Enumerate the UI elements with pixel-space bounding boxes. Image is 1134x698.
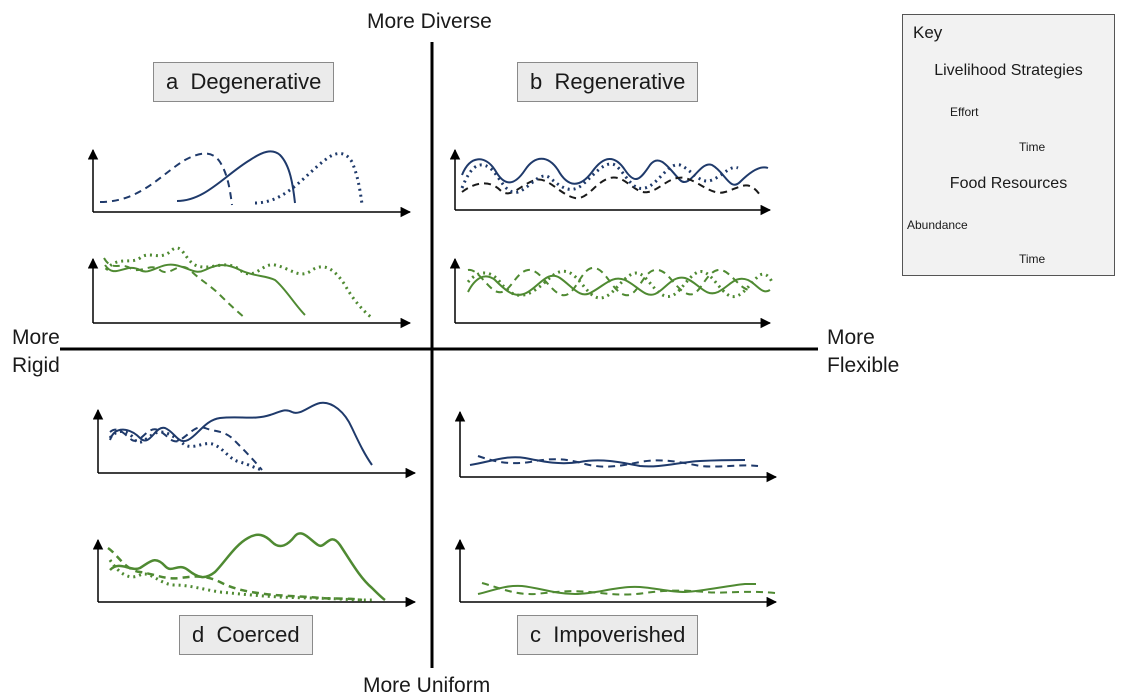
quadrant-name: Degenerative bbox=[190, 69, 322, 94]
livelihood-dashed-line bbox=[477, 455, 759, 468]
axis-label-left-line2: Rigid bbox=[12, 354, 60, 377]
livelihood-dashed-line bbox=[461, 176, 761, 200]
quadrant-label-impoverished: c Impoverished bbox=[517, 615, 699, 655]
panel-a-food bbox=[87, 246, 412, 329]
food-dotted-line bbox=[466, 269, 774, 300]
food-dashed-line bbox=[481, 582, 776, 596]
livelihood-dashed-line bbox=[99, 152, 233, 206]
food-solid-line bbox=[104, 263, 306, 316]
livelihood-dotted-line bbox=[254, 152, 364, 205]
key-livelihood-heading: Livelihood Strategies bbox=[934, 62, 1083, 79]
food-solid-line bbox=[477, 583, 756, 596]
panel-d-livelihood bbox=[92, 401, 417, 479]
food-dotted-line bbox=[104, 246, 373, 320]
livelihood-dotted-line bbox=[108, 430, 263, 472]
food-solid-line bbox=[467, 274, 771, 296]
panel-b-food bbox=[449, 257, 774, 329]
panel-a-livelihood bbox=[87, 148, 412, 218]
quadrant-label-coerced: d Coerced bbox=[179, 615, 313, 655]
key-legend-box: Key Livelihood Strategies Effort Time Fo… bbox=[902, 14, 1115, 276]
food-dashed-line bbox=[467, 266, 753, 297]
quadrant-letter: b bbox=[530, 69, 543, 94]
key-livelihood-xlabel: Time bbox=[1019, 140, 1046, 154]
panel-c-food bbox=[454, 538, 778, 608]
key-title: Key bbox=[913, 23, 943, 42]
food-dashed-line bbox=[103, 257, 246, 319]
panel-c-livelihood bbox=[454, 410, 778, 483]
food-solid-line bbox=[109, 532, 386, 602]
quadrant-letter: a bbox=[166, 69, 179, 94]
panel-d-food bbox=[92, 532, 417, 608]
axis-label-right-line1: More bbox=[827, 326, 875, 349]
livelihood-solid-line bbox=[469, 456, 746, 468]
quadrant-name: Regenerative bbox=[554, 69, 686, 94]
quadrant-letter: d bbox=[192, 622, 205, 647]
food-dotted-line bbox=[108, 559, 373, 602]
key-food-heading: Food Resources bbox=[949, 175, 1068, 192]
key-livelihood-ylabel: Effort bbox=[950, 105, 979, 119]
livelihood-solid-line bbox=[109, 401, 373, 466]
livelihood-solid-line bbox=[176, 150, 296, 204]
panel-b-livelihood bbox=[449, 148, 772, 216]
axis-label-right-line2: Flexible bbox=[827, 354, 900, 377]
axis-label-bottom: More Uniform bbox=[363, 674, 491, 697]
quadrant-letter: c bbox=[530, 622, 541, 647]
livelihood-solid-line bbox=[461, 157, 769, 186]
axis-label-left-line1: More bbox=[12, 326, 60, 349]
quadrant-name: Coerced bbox=[216, 622, 300, 647]
quadrant-label-degenerative: a Degenerative bbox=[153, 62, 335, 102]
livelihood-dashed-line bbox=[109, 426, 263, 471]
food-dashed-line bbox=[107, 546, 363, 602]
quadrant-label-regenerative: b Regenerative bbox=[517, 62, 699, 102]
axis-label-top: More Diverse bbox=[367, 10, 492, 33]
key-food-ylabel: Abundance bbox=[907, 218, 968, 232]
livelihood-dotted-line bbox=[460, 162, 739, 194]
key-food-xlabel: Time bbox=[1019, 252, 1046, 266]
quadrant-name: Impoverished bbox=[553, 622, 686, 647]
